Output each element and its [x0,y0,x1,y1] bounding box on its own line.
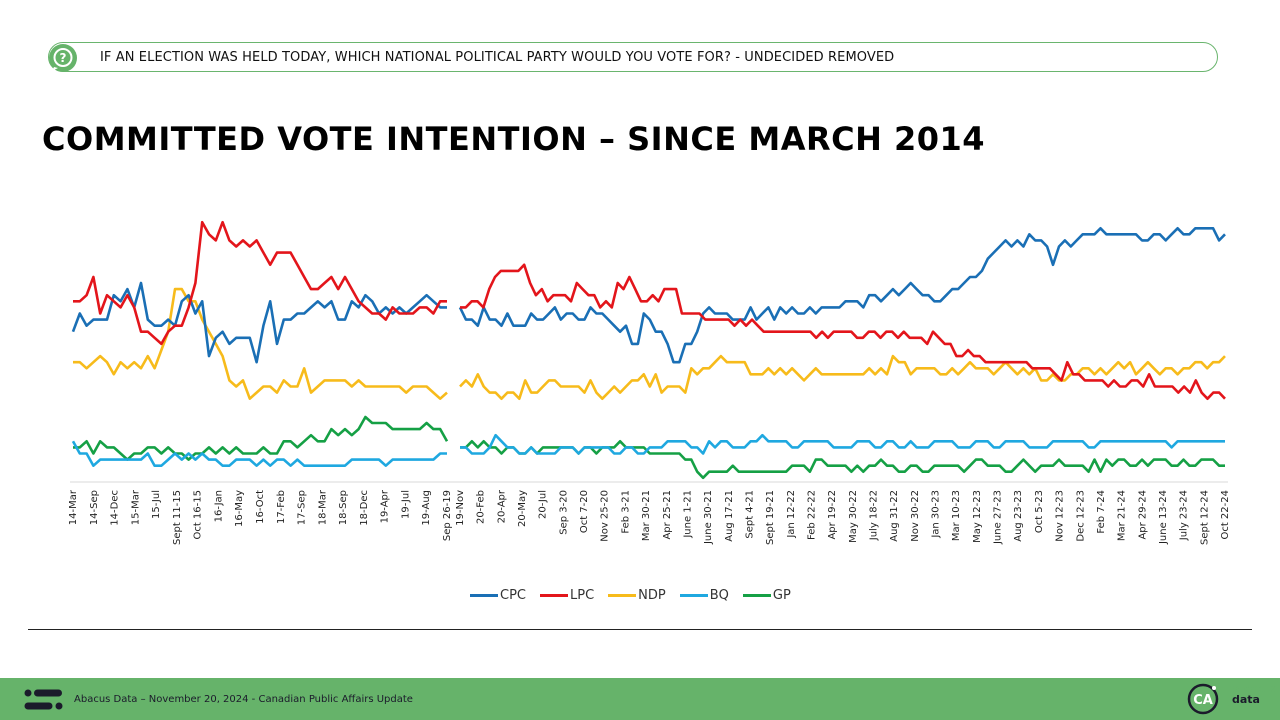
x-tick-label: 19-Jul [400,490,411,519]
legend-item-cpc: CPC [470,588,526,603]
question-bubble-icon: ? [49,44,77,72]
series-cpc-line-seg2 [458,227,1226,364]
x-tick-label: Nov 12-23 [1055,490,1066,542]
divider-line [28,629,1252,630]
abacus-logo-icon [24,689,63,710]
x-tick-label: 15-Jul [151,490,162,519]
x-tick-label: Feb 22-22 [806,490,817,540]
x-tick-label: 16-Jan [213,490,224,522]
x-tick-label: Jan 12-22 [786,490,797,539]
svg-text:?: ? [60,51,67,65]
series-lpc-line-seg1 [73,220,447,346]
x-tick-label: 20-May [517,490,528,527]
legend-label: CPC [500,587,526,603]
x-tick-label: Feb 7-24 [1096,490,1107,534]
page-title: COMMITTED VOTE INTENTION – SINCE MARCH 2… [42,120,986,158]
series-cpc-line-seg1 [71,281,447,364]
x-tick-label: 19-Apr [380,489,391,523]
x-tick-label: 14-Mar [68,489,79,525]
x-tick-label: Dec 12-23 [1075,490,1086,542]
x-tick-label: 16-Oct [255,490,266,524]
x-tick-label: Sept 19-21 [765,490,776,545]
legend-swatch [679,593,708,597]
footer-text: Abacus Data – November 20, 2024 - Canadi… [74,694,413,705]
x-tick-label: July 18-22 [869,490,880,541]
x-tick-label: Feb 3-21 [620,490,631,534]
x-tick-label: Sep 3-20 [558,490,569,535]
x-tick-label: May 30-22 [848,490,859,543]
ca-badge-text: CA [1193,693,1213,708]
x-tick-label: Sept 4-21 [744,490,755,539]
x-tick-label: Aug 31-22 [889,490,900,542]
x-tick-label: Nov 25-20 [600,490,611,542]
series-ndp-line-seg1 [73,287,448,401]
x-tick-label: 20-Apr [496,489,507,523]
x-tick-label: Apr 19-22 [827,490,838,540]
ca-badge-icon: CA [1187,683,1219,715]
survey-question: IF AN ELECTION WAS HELD TODAY, WHICH NAT… [100,50,895,65]
question-banner [48,42,1218,72]
legend-item-gp: GP [742,587,791,603]
x-tick-label: Sept 11-15 [172,490,183,545]
legend-item-ndp: NDP [608,588,666,603]
legend-item-lpc: LPC [540,588,594,603]
x-tick-label: Oct 22-24 [1220,490,1231,540]
legend-swatch [540,593,568,597]
x-tick-label: Nov 30-22 [910,490,921,542]
x-tick-label: 18-Mar [317,489,328,525]
x-tick-label: 18-Dec [359,490,370,526]
x-tick-label: 19-Nov [455,490,466,526]
brand-line-2: data [1232,693,1260,706]
legend-swatch [470,593,498,597]
x-tick-label: Apr 29-24 [1137,490,1148,540]
x-tick-label: Mar 30-21 [641,490,652,541]
brand-line-1: abacus [1232,682,1276,695]
x-tick-label: July 23-24 [1179,490,1190,541]
x-tick-label: June 27-23 [993,490,1004,545]
legend-label: GP [772,587,791,603]
footer-bar [0,678,1280,720]
x-tick-label: Sep 26-19 [442,490,453,541]
x-tick-label: May 12-23 [972,490,983,543]
x-tick-label: Oct 7-20 [579,490,590,533]
x-tick-label: Oct 16-15 [193,490,204,540]
series-gp-line-seg1 [73,415,449,461]
x-tick-label: June 13-24 [1158,490,1169,545]
x-tick-label: 20-Feb [476,490,487,524]
legend-swatch [608,593,637,597]
legend-label: LPC [570,587,595,603]
x-tick-label: 14-Dec [110,490,121,526]
series-ndp-line-seg2 [459,354,1226,401]
x-tick-label: Mar 10-23 [951,490,962,541]
chart-legend: CPC LPC NDP BQ GP [470,586,791,604]
x-tick-label: 18-Sep [338,490,349,525]
legend-label: NDP [638,587,666,603]
legend-swatch [742,593,771,597]
x-tick-label: 15-Mar [130,489,141,525]
legend-label: BQ [709,587,729,603]
series-bq-line-seg1 [71,440,447,468]
x-tick-label: Aug 17-21 [724,490,735,542]
x-tick-label: 16-May [234,490,245,527]
x-tick-label: Oct 5-23 [1034,490,1045,533]
line-chart: 14-Mar 14-Sep 14-Dec 15-Mar 15-Jul Sept 11-15… [68,220,1231,545]
brand-wordmark: abacus data [1232,683,1276,705]
x-tick-label: 19-Aug [421,490,432,526]
legend-item-bq: BQ [679,587,729,603]
x-tick-label: 17-Feb [276,490,287,524]
x-tick-label: 20-Jul [538,490,549,519]
x-tick-label: 17-Sep [297,490,308,525]
x-tick-label: Sept 12-24 [1199,490,1210,545]
series-lpc-line-seg2 [460,263,1226,401]
x-tick-label: Mar 21-24 [1117,490,1128,541]
x-tick-label: June 1-21 [682,490,693,539]
x-tick-label: June 30-21 [703,490,714,545]
x-tick-label: Apr 25-21 [662,490,673,540]
x-tick-label: Aug 23-23 [1013,490,1024,542]
x-tick-label: 14-Sep [89,490,100,525]
series-bq-line-seg2 [460,433,1225,455]
x-tick-label: Jan 30-23 [931,490,942,539]
